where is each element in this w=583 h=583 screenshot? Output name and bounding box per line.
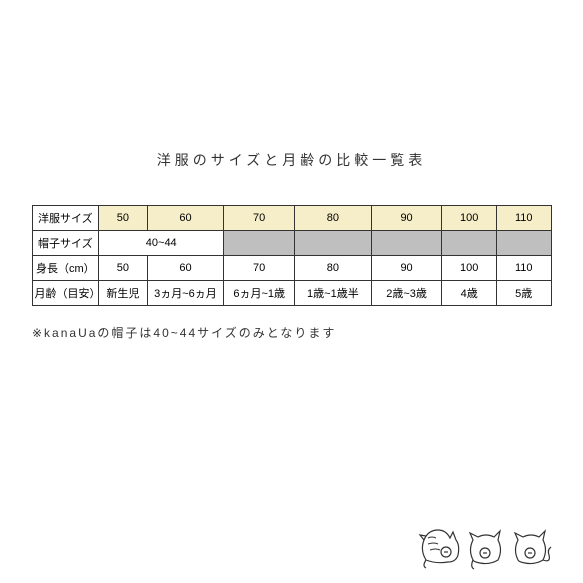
cell: 50	[99, 256, 147, 281]
cell: 60	[147, 256, 224, 281]
size-table-container: 洋服サイズ 50 60 70 80 90 100 110 帽子サイズ 40~44…	[32, 205, 552, 306]
cell-empty	[295, 231, 372, 256]
row-label: 帽子サイズ	[32, 231, 99, 256]
page-title: 洋服のサイズと月齢の比較一覧表	[0, 0, 583, 170]
cat-icon	[413, 515, 563, 575]
cell: 3ヵ月~6ヵ月	[147, 281, 224, 306]
table-row: 帽子サイズ 40~44	[32, 231, 551, 256]
cell: 80	[295, 206, 372, 231]
cell: 1歳~1歳半	[295, 281, 372, 306]
cell-empty	[371, 231, 442, 256]
table-row: 洋服サイズ 50 60 70 80 90 100 110	[32, 206, 551, 231]
cell: 70	[224, 206, 295, 231]
table-row: 身長（cm） 50 60 70 80 90 100 110	[32, 256, 551, 281]
row-label: 身長（cm）	[32, 256, 99, 281]
cell: 110	[496, 256, 551, 281]
cell: 60	[147, 206, 224, 231]
cell-empty	[442, 231, 497, 256]
cell: 80	[295, 256, 372, 281]
table-row: 月齢（目安） 新生児 3ヵ月~6ヵ月 6ヵ月~1歳 1歳~1歳半 2歳~3歳 4…	[32, 281, 551, 306]
cell: 100	[442, 256, 497, 281]
cell: 4歳	[442, 281, 497, 306]
cell-empty	[224, 231, 295, 256]
size-table: 洋服サイズ 50 60 70 80 90 100 110 帽子サイズ 40~44…	[32, 205, 552, 306]
footnote: ※kanaUaの帽子は40~44サイズのみとなります	[32, 324, 583, 341]
cell: 100	[442, 206, 497, 231]
cell: 50	[99, 206, 147, 231]
cell: 90	[371, 256, 442, 281]
cell: 2歳~3歳	[371, 281, 442, 306]
cell: 70	[224, 256, 295, 281]
cell: 6ヵ月~1歳	[224, 281, 295, 306]
row-label: 月齢（目安）	[32, 281, 99, 306]
cell: 110	[496, 206, 551, 231]
cell-empty	[496, 231, 551, 256]
cell: 新生児	[99, 281, 147, 306]
cell: 40~44	[99, 231, 224, 256]
cell: 5歳	[496, 281, 551, 306]
cell: 90	[371, 206, 442, 231]
row-label: 洋服サイズ	[32, 206, 99, 231]
